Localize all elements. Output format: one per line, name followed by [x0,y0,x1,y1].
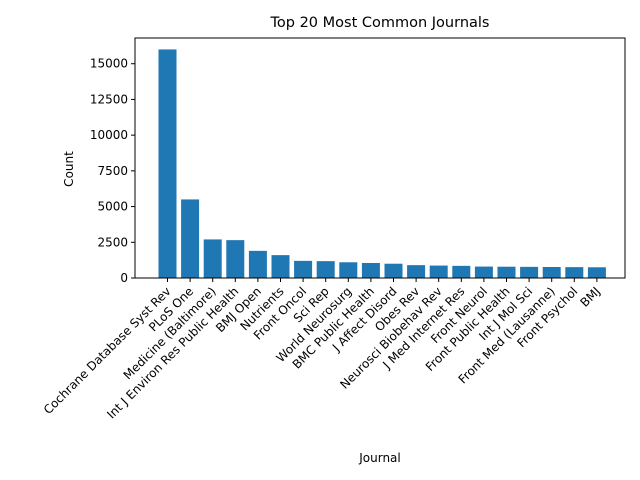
bar-13 [452,265,471,278]
bar-5 [271,255,290,278]
bar-11 [407,265,426,278]
y-axis: 0 2500 5000 7500 10000 12500 15000 [90,57,135,285]
x-tick-label: BMJ [577,284,603,310]
bar-2 [203,239,222,278]
y-tick-label: 15000 [90,57,128,71]
bar-6 [294,260,313,278]
y-tick-label: 10000 [90,128,128,142]
y-tick-label: 0 [120,271,128,285]
bar-9 [361,263,380,278]
x-axis-label: Journal [358,451,401,465]
bar-18 [565,267,584,278]
bar-1 [181,199,200,278]
bar-8 [339,262,358,278]
bar-0 [158,49,177,278]
bar-4 [248,250,267,278]
bar-7 [316,261,335,278]
x-tick-label: Medicine (Baltimore) [121,284,219,382]
bar-3 [226,240,245,278]
bar-17 [542,267,561,278]
y-tick-label: 7500 [97,164,128,178]
bar-12 [429,265,448,278]
bar-19 [587,267,606,278]
y-axis-label: Count [62,151,76,187]
y-tick-label: 2500 [97,235,128,249]
y-tick-label: 5000 [97,200,128,214]
chart-title: Top 20 Most Common Journals [270,15,490,31]
bar-10 [384,263,403,278]
y-tick-label: 12500 [90,92,128,106]
bar-14 [474,266,493,278]
bar-15 [497,266,516,278]
plot-frame [134,37,626,279]
bar-16 [520,266,539,278]
bars-group [158,49,606,278]
